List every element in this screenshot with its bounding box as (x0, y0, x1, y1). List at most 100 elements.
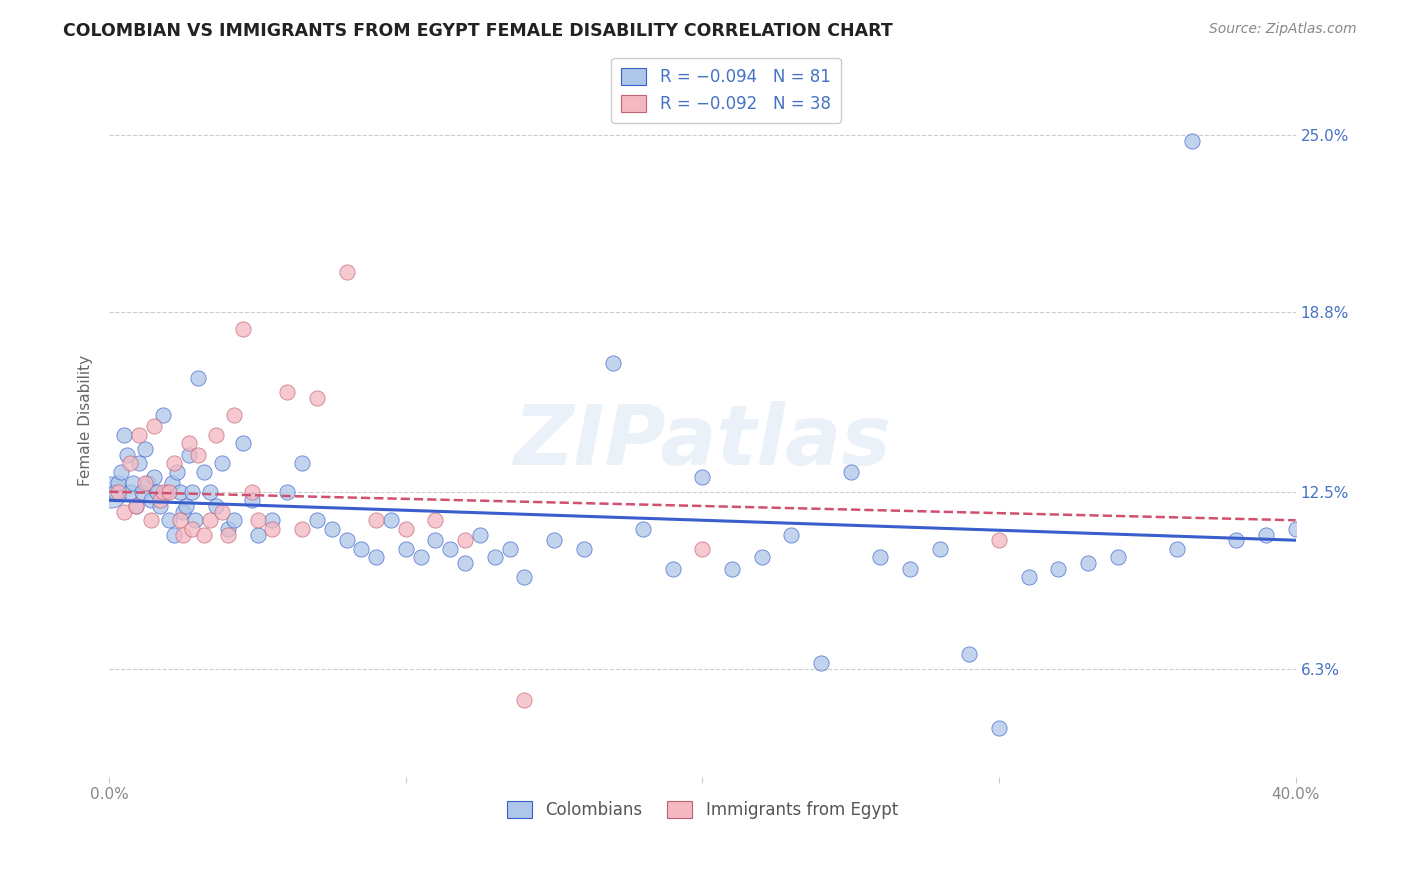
Point (157, 484, 180, 499)
Point (839, 465, 862, 479)
Point (198, 513, 221, 527)
Point (276, 384, 298, 399)
Point (179, 436, 201, 450)
Point (112, 505, 135, 519)
Point (139, 493, 162, 508)
Point (262, 522, 284, 536)
Point (291, 456, 314, 470)
Point (780, 527, 803, 541)
Point (631, 522, 654, 536)
Point (335, 533, 357, 548)
Point (205, 499, 228, 513)
Point (134, 442, 156, 456)
Point (179, 448, 201, 462)
Point (291, 522, 314, 536)
Point (118, 484, 141, 499)
Point (107, 476, 129, 491)
Point (134, 476, 156, 491)
Point (321, 522, 343, 536)
Point (1284, 522, 1306, 536)
Point (169, 513, 191, 527)
Point (246, 513, 269, 527)
Point (454, 556, 477, 570)
Legend: Colombians, Immigrants from Egypt: Colombians, Immigrants from Egypt (501, 794, 904, 826)
Point (187, 448, 209, 462)
Text: COLOMBIAN VS IMMIGRANTS FROM EGYPT FEMALE DISABILITY CORRELATION CHART: COLOMBIAN VS IMMIGRANTS FROM EGYPT FEMAL… (63, 22, 893, 40)
Point (380, 513, 402, 527)
Point (149, 499, 172, 513)
Point (869, 550, 891, 565)
Point (122, 476, 145, 491)
Point (142, 470, 165, 484)
Point (128, 456, 150, 470)
Point (172, 527, 194, 541)
Point (1254, 527, 1277, 541)
Point (110, 465, 132, 479)
Point (513, 570, 536, 584)
Point (246, 527, 269, 541)
Point (152, 484, 174, 499)
Point (513, 693, 536, 707)
Y-axis label: Female Disability: Female Disability (79, 355, 93, 486)
Point (692, 470, 714, 484)
Point (166, 465, 188, 479)
Point (366, 550, 388, 565)
Point (181, 522, 204, 536)
Point (145, 484, 167, 499)
Point (152, 408, 174, 422)
Text: ZIPatlas: ZIPatlas (513, 401, 891, 483)
Point (395, 522, 418, 536)
Point (928, 541, 950, 556)
Point (1166, 541, 1188, 556)
Point (172, 505, 194, 519)
Point (211, 456, 233, 470)
Point (543, 533, 565, 548)
Point (484, 550, 506, 565)
Point (425, 513, 447, 527)
Point (988, 533, 1011, 548)
Point (160, 476, 183, 491)
Point (751, 550, 773, 565)
Point (136, 476, 159, 491)
Point (240, 493, 263, 508)
Point (128, 427, 150, 442)
Point (205, 427, 228, 442)
Point (721, 562, 744, 576)
Point (125, 499, 148, 513)
Point (1107, 550, 1129, 565)
Point (1077, 556, 1099, 570)
Point (107, 484, 129, 499)
Point (149, 493, 172, 508)
Point (163, 456, 186, 470)
Point (157, 513, 180, 527)
Point (100, 484, 122, 499)
Point (498, 541, 520, 556)
Point (1181, 134, 1204, 148)
Point (572, 541, 595, 556)
Point (142, 419, 165, 434)
Point (810, 656, 832, 670)
Point (222, 513, 245, 527)
Point (262, 513, 284, 527)
Point (232, 436, 254, 450)
Point (898, 562, 921, 576)
Point (198, 484, 221, 499)
Point (112, 427, 135, 442)
Point (366, 513, 388, 527)
Point (193, 465, 215, 479)
Point (176, 499, 198, 513)
Point (425, 533, 447, 548)
Point (232, 322, 254, 336)
Point (276, 484, 298, 499)
Point (240, 484, 263, 499)
Point (118, 456, 141, 470)
Text: Source: ZipAtlas.com: Source: ZipAtlas.com (1209, 22, 1357, 37)
Point (131, 484, 153, 499)
Point (602, 356, 624, 370)
Point (692, 541, 714, 556)
Point (163, 527, 186, 541)
Point (305, 513, 328, 527)
Point (169, 484, 191, 499)
Point (957, 647, 980, 661)
Point (125, 499, 148, 513)
